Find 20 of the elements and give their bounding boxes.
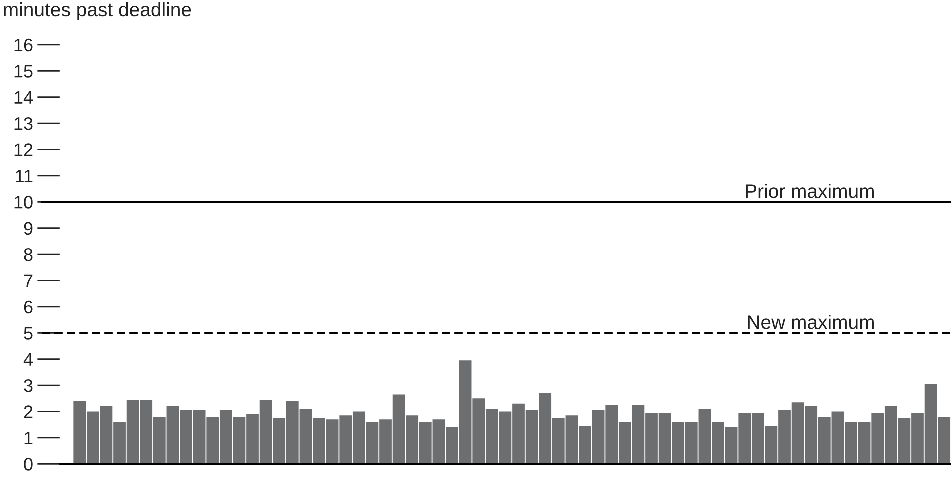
y-tick-label: 1 bbox=[24, 432, 33, 444]
ref-line-label: Prior maximum bbox=[746, 184, 874, 198]
y-tick-label: 6 bbox=[24, 300, 33, 314]
y-tick-label: 9 bbox=[24, 222, 33, 236]
y-tick-label: 14 bbox=[14, 91, 33, 104]
y-tick-label: 10 bbox=[14, 196, 33, 209]
y-tick-label: 15 bbox=[14, 65, 33, 78]
y-tick-label: 13 bbox=[14, 117, 33, 130]
y-tick-label: 16 bbox=[14, 38, 33, 52]
y-tick-label: 8 bbox=[24, 248, 33, 262]
y-tick-label: 12 bbox=[14, 144, 33, 156]
ref-line-label: New maximum bbox=[748, 315, 874, 330]
y-axis-title: minutes past deadline bbox=[4, 2, 192, 21]
y-tick-label: 5 bbox=[24, 327, 33, 340]
y-tick-label: 0 bbox=[24, 458, 33, 471]
y-tick-label: 2 bbox=[24, 406, 33, 418]
y-tick-label: 11 bbox=[16, 170, 33, 182]
y-tick-label: 3 bbox=[24, 379, 33, 392]
y-tick-label: 7 bbox=[24, 274, 33, 288]
y-tick-label: 4 bbox=[24, 353, 33, 366]
